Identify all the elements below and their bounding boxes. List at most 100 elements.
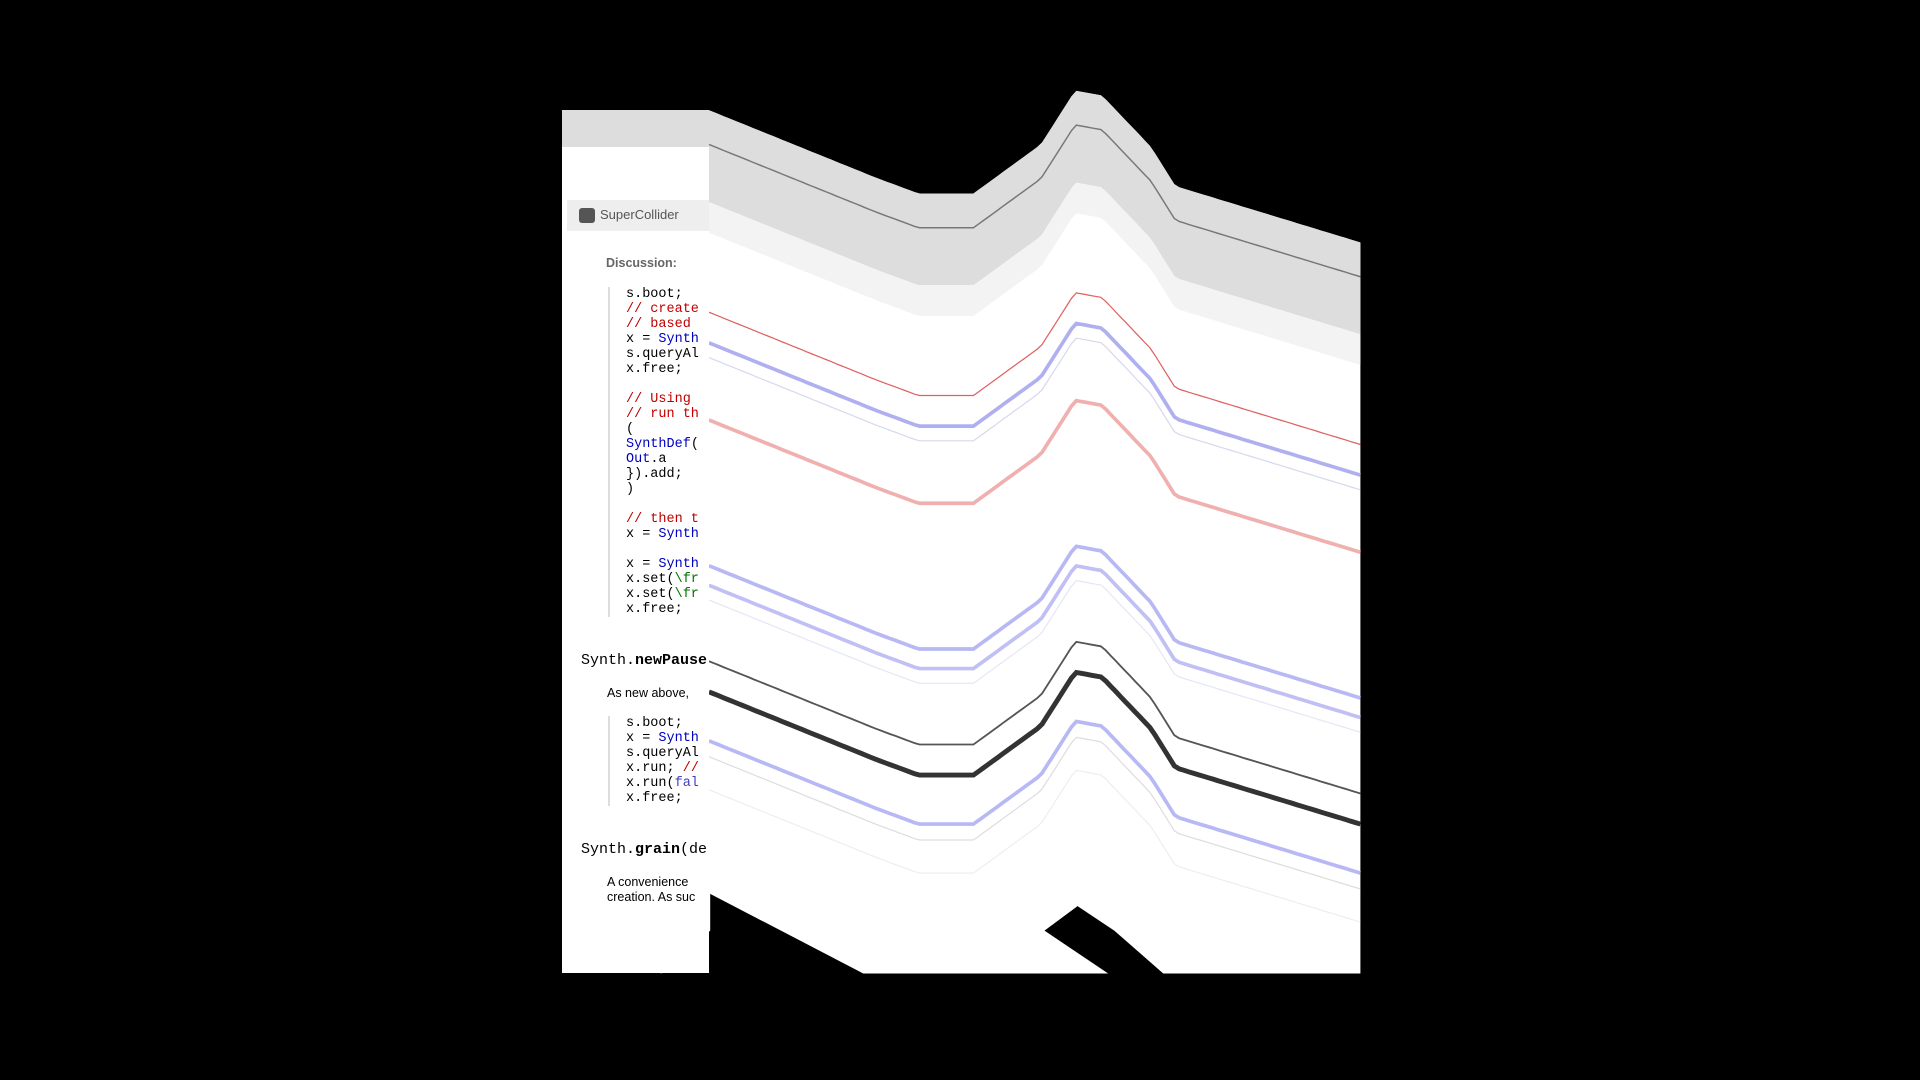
code-line: // then t — [626, 512, 699, 527]
tab-bar — [562, 110, 709, 147]
tab-title: SuperCollider — [600, 207, 679, 222]
header-bar: SuperCollider — [567, 200, 709, 231]
heading-token: Synth. — [581, 652, 636, 669]
method-heading: Synth.grain(de — [581, 841, 707, 858]
smear-line — [708, 719, 1361, 875]
code-token: x.set( — [626, 572, 675, 587]
code-token: ( — [690, 437, 699, 452]
code-token: Synth — [658, 332, 699, 347]
code-token: // then t — [626, 512, 699, 527]
code-token: x = — [626, 731, 659, 746]
code-line: SynthDef( — [626, 437, 699, 452]
smear-line — [708, 321, 1361, 477]
window-body — [562, 90, 1361, 974]
code-token: Out — [626, 452, 651, 467]
code-line: x.free; — [626, 602, 699, 617]
heading-token: grain — [635, 841, 681, 858]
code-token: Synth — [658, 527, 699, 542]
code-line — [626, 542, 699, 557]
smear-line — [708, 563, 1361, 720]
code-token: s.queryAl — [626, 746, 699, 761]
code-token: x = — [626, 332, 659, 347]
code-token: SynthDef — [626, 437, 691, 452]
code-line: }).add; — [626, 467, 699, 482]
black-wedge — [1044, 906, 1164, 974]
code-line: s.boot; — [626, 287, 699, 302]
smear-line — [708, 337, 1361, 491]
code-token: // based — [626, 317, 691, 332]
black-wedge — [661, 893, 864, 974]
smear-line — [708, 769, 1361, 923]
code-token: s.boot; — [626, 716, 683, 731]
code-token: x.run( — [626, 776, 675, 791]
code-token: \fr — [674, 572, 699, 587]
code-token: .a — [650, 452, 667, 467]
smear-line — [708, 398, 1361, 555]
smear-line — [708, 640, 1361, 795]
code-line: ) — [626, 482, 699, 497]
code-line: x.run; // — [626, 761, 699, 776]
method-heading: Synth.newPause — [581, 652, 707, 669]
code-token: // Using — [626, 392, 691, 407]
code-line: x = Synth — [626, 731, 699, 746]
code-line: x = Synth — [626, 557, 699, 572]
code-token: \fr — [674, 587, 699, 602]
code-line: x = Synth — [626, 332, 699, 347]
code-token: Synth — [658, 557, 699, 572]
code-token: ( — [626, 422, 635, 437]
method-description: A convenience — [607, 875, 689, 889]
code-block: s.boot;// create// based x = Synth s.query… — [608, 287, 699, 617]
code-line: x.run(fal — [626, 776, 699, 791]
code-line: s.queryAl — [626, 746, 699, 761]
discussion-label: Discussion: — [606, 256, 677, 270]
method-description: As new above, — [607, 686, 689, 700]
code-token: x.free; — [626, 602, 683, 617]
code-line: x.free; — [626, 362, 699, 377]
code-line: x.set(\fr — [626, 572, 699, 587]
code-token: x.free; — [626, 362, 683, 377]
code-token: x.run; — [626, 761, 683, 776]
method-description: creation. As suc — [607, 890, 696, 904]
smear-line — [708, 669, 1362, 827]
code-line — [626, 497, 699, 512]
heading-token: newPause — [635, 652, 708, 669]
code-token: // run th — [626, 407, 699, 422]
code-token: x.free; — [626, 791, 683, 806]
code-token: fal — [674, 776, 699, 791]
smear-line — [708, 124, 1361, 278]
code-token: ) — [626, 482, 635, 497]
code-token: x.set( — [626, 587, 675, 602]
code-token: s.boot; — [626, 287, 683, 302]
light-band — [708, 182, 1361, 365]
app-icon — [579, 208, 595, 223]
help-content: SuperCollider Discussion: s.boot;// crea… — [562, 110, 709, 973]
code-line: // run th — [626, 407, 699, 422]
code-token: Synth — [658, 731, 699, 746]
smear-line — [708, 736, 1361, 890]
code-line: s.queryAl — [626, 347, 699, 362]
code-line: // based — [626, 317, 699, 332]
heading-token: Synth. — [581, 841, 636, 858]
code-token: x = — [626, 527, 659, 542]
gray-band — [562, 90, 1361, 335]
code-token: // create — [626, 302, 699, 317]
code-block: s.boot; x = Synth s.queryAl x.run; //x.run(… — [608, 716, 699, 806]
smear-line — [708, 292, 1361, 446]
code-token: // — [682, 761, 699, 776]
code-line: Out.a — [626, 452, 699, 467]
code-line: // create — [626, 302, 699, 317]
code-line: x = Synth — [626, 527, 699, 542]
smear-line — [708, 579, 1361, 733]
code-line: s.boot; — [626, 716, 699, 731]
code-line: // Using — [626, 392, 699, 407]
heading-token: (de — [680, 841, 708, 858]
code-token: }).add; — [626, 467, 683, 482]
code-line — [626, 377, 699, 392]
code-line: x.set(\fr — [626, 587, 699, 602]
code-token: x = — [626, 557, 659, 572]
smear-line — [708, 544, 1361, 700]
code-token: s.queryAl — [626, 347, 699, 362]
code-line: x.free; — [626, 791, 699, 806]
